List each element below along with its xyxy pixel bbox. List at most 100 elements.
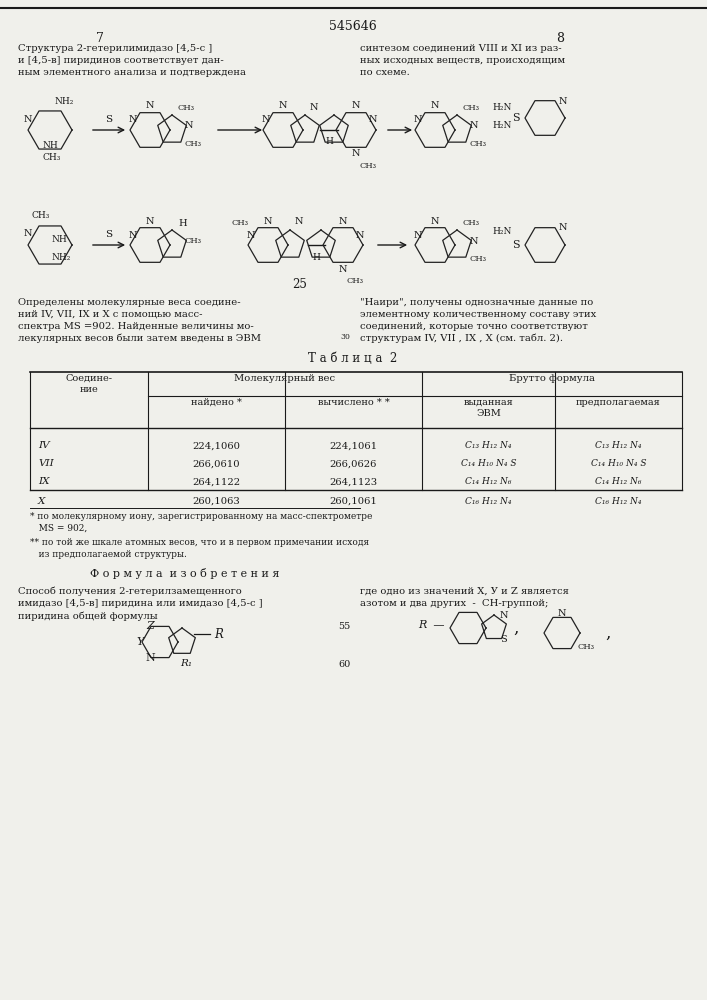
Text: 7: 7 — [96, 32, 104, 45]
Text: CH₃: CH₃ — [470, 255, 487, 263]
Text: N: N — [310, 103, 318, 111]
Text: S: S — [105, 230, 112, 239]
Text: найдено *: найдено * — [191, 398, 242, 407]
Text: CH₃: CH₃ — [463, 219, 480, 227]
Text: * по молекулярному иону, зарегистрированному на масс-спектрометре
   МS = 902,: * по молекулярному иону, зарегистрирован… — [30, 512, 373, 533]
Text: CH₃: CH₃ — [43, 153, 62, 162]
Text: N: N — [352, 149, 361, 158]
Text: 545646: 545646 — [329, 20, 377, 33]
Text: 260,1061: 260,1061 — [329, 496, 378, 506]
Text: 224,1061: 224,1061 — [329, 442, 378, 450]
Text: C₁₄ H₁₂ N₆: C₁₄ H₁₂ N₆ — [595, 478, 642, 487]
Text: N: N — [339, 264, 347, 273]
Text: N: N — [559, 223, 567, 232]
Text: N: N — [264, 217, 272, 226]
Text: S: S — [105, 115, 112, 124]
Text: H₂N: H₂N — [492, 121, 511, 130]
Text: Определены молекулярные веса соедине-
ний IV, VII, IX и X с помощью масс-
спектр: Определены молекулярные веса соедине- ни… — [18, 298, 261, 343]
Text: H₂N: H₂N — [492, 104, 511, 112]
Text: S: S — [501, 636, 508, 645]
Text: NH: NH — [52, 235, 68, 244]
Text: N: N — [129, 115, 137, 124]
Text: N: N — [559, 98, 567, 106]
Text: R₁: R₁ — [180, 660, 192, 668]
Text: CH₃: CH₃ — [232, 219, 249, 227]
Text: N: N — [500, 611, 508, 620]
Text: C₁₃ H₁₂ N₄: C₁₃ H₁₂ N₄ — [465, 442, 512, 450]
Text: N: N — [414, 115, 422, 124]
Text: S: S — [512, 113, 520, 123]
Text: IX: IX — [38, 478, 49, 487]
Text: H₂N: H₂N — [492, 227, 511, 235]
Text: ** по той же шкале атомных весов, что и в первом примечании исходя
   из предпол: ** по той же шкале атомных весов, что и … — [30, 538, 369, 559]
Text: N: N — [431, 217, 439, 226]
Text: Молекулярный вес: Молекулярный вес — [235, 374, 336, 383]
Text: H: H — [325, 137, 333, 146]
Text: N: N — [470, 236, 479, 245]
Text: N: N — [185, 121, 194, 130]
Text: N: N — [352, 102, 361, 110]
Text: Брутто формула: Брутто формула — [509, 374, 595, 383]
Text: ,: , — [605, 624, 611, 642]
Text: CH₃: CH₃ — [32, 211, 50, 220]
Text: N: N — [431, 102, 439, 110]
Text: CH₃: CH₃ — [578, 643, 595, 651]
Text: Структура 2-гетерилимидазо [4,5-с ]
и [4,5-в] пиридинов соответствует дан-
ным э: Структура 2-гетерилимидазо [4,5-с ] и [4… — [18, 44, 246, 77]
Text: 260,1063: 260,1063 — [192, 496, 240, 506]
Text: IV: IV — [38, 442, 49, 450]
Text: N: N — [24, 114, 33, 123]
Text: вычислено * *: вычислено * * — [317, 398, 390, 407]
Text: Соедине-
ние: Соедине- ние — [66, 374, 112, 394]
Text: C₁₃ H₁₂ N₄: C₁₃ H₁₂ N₄ — [595, 442, 642, 450]
Text: C₁₄ H₁₂ N₆: C₁₄ H₁₂ N₆ — [465, 478, 512, 487]
Text: 30: 30 — [340, 333, 350, 341]
Text: Т а б л и ц а  2: Т а б л и ц а 2 — [308, 352, 397, 365]
Text: 266,0610: 266,0610 — [193, 460, 240, 468]
Text: R  —: R — — [418, 620, 445, 630]
Text: NH₂: NH₂ — [55, 98, 74, 106]
Text: 224,1060: 224,1060 — [192, 442, 240, 450]
Text: CH₃: CH₃ — [463, 104, 480, 112]
Text: CH₃: CH₃ — [347, 277, 364, 285]
Text: N: N — [24, 230, 33, 238]
Text: H: H — [312, 252, 320, 261]
Text: Z: Z — [146, 621, 154, 631]
Text: предполагаемая: предполагаемая — [576, 398, 661, 407]
Text: CH₃: CH₃ — [185, 237, 202, 245]
Text: NH: NH — [43, 140, 59, 149]
Text: N: N — [262, 115, 270, 124]
Text: N: N — [339, 217, 347, 226]
Text: N: N — [146, 217, 154, 226]
Text: C₁₄ H₁₀ N₄ S: C₁₄ H₁₀ N₄ S — [591, 460, 646, 468]
Text: VII: VII — [38, 460, 54, 468]
Text: S: S — [512, 240, 520, 250]
Text: 60: 60 — [338, 660, 350, 669]
Text: синтезом соединений VIII и XI из раз-
ных исходных веществ, происходящим
по схем: синтезом соединений VIII и XI из раз- ны… — [360, 44, 565, 77]
Text: C₁₄ H₁₀ N₄ S: C₁₄ H₁₀ N₄ S — [461, 460, 516, 468]
Text: Ф о р м у л а  и з о б р е т е н и я: Ф о р м у л а и з о б р е т е н и я — [90, 568, 279, 579]
Text: N: N — [414, 231, 422, 239]
Text: 264,1123: 264,1123 — [329, 478, 378, 487]
Text: N: N — [558, 608, 566, 617]
Text: 25: 25 — [293, 278, 308, 292]
Text: N: N — [295, 218, 303, 227]
Text: N: N — [369, 115, 378, 124]
Text: N: N — [356, 231, 364, 239]
Text: C₁₆ H₁₂ N₄: C₁₆ H₁₂ N₄ — [595, 496, 642, 506]
Text: CH₃: CH₃ — [470, 140, 487, 148]
Text: C₁₆ H₁₂ N₄: C₁₆ H₁₂ N₄ — [465, 496, 512, 506]
Text: H: H — [178, 219, 187, 228]
Text: N: N — [279, 102, 287, 110]
Text: N: N — [129, 231, 137, 239]
Text: R: R — [214, 628, 223, 641]
Text: Способ получения 2-гетерилзамещенного
имидазо [4,5-в] пиридина или имидазо [4,5-: Способ получения 2-гетерилзамещенного им… — [18, 587, 262, 621]
Text: N: N — [145, 653, 155, 663]
Text: 55: 55 — [338, 622, 350, 631]
Text: N: N — [470, 121, 479, 130]
Text: NH₂: NH₂ — [52, 252, 71, 261]
Text: 8: 8 — [556, 32, 564, 45]
Text: N: N — [146, 102, 154, 110]
Text: 266,0626: 266,0626 — [329, 460, 378, 468]
Text: выданная
ЭВМ: выданная ЭВМ — [464, 398, 513, 418]
Text: N: N — [247, 231, 255, 239]
